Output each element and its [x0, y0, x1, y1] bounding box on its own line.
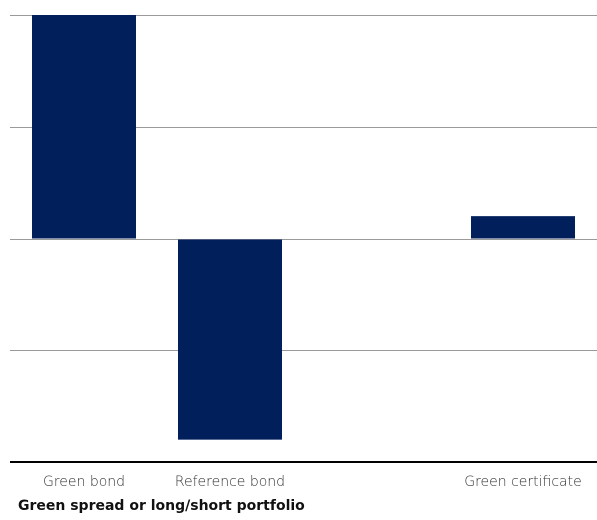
- bar-green-bond: [32, 15, 136, 239]
- chart: Green bond Reference bond Green certificat…: [0, 0, 597, 495]
- chart-footer-label: Green spread or long/short portfolio: [18, 498, 305, 514]
- category-label-green-bond: Green bond: [43, 474, 125, 490]
- bars: [32, 15, 575, 440]
- category-label-green-certificate: Green certificate: [464, 474, 582, 490]
- bar-green-certificate: [471, 216, 575, 238]
- category-labels: Green bond Reference bond Green certificat…: [43, 474, 582, 490]
- bar-reference-bond: [178, 240, 282, 440]
- category-label-reference-bond: Reference bond: [175, 474, 285, 490]
